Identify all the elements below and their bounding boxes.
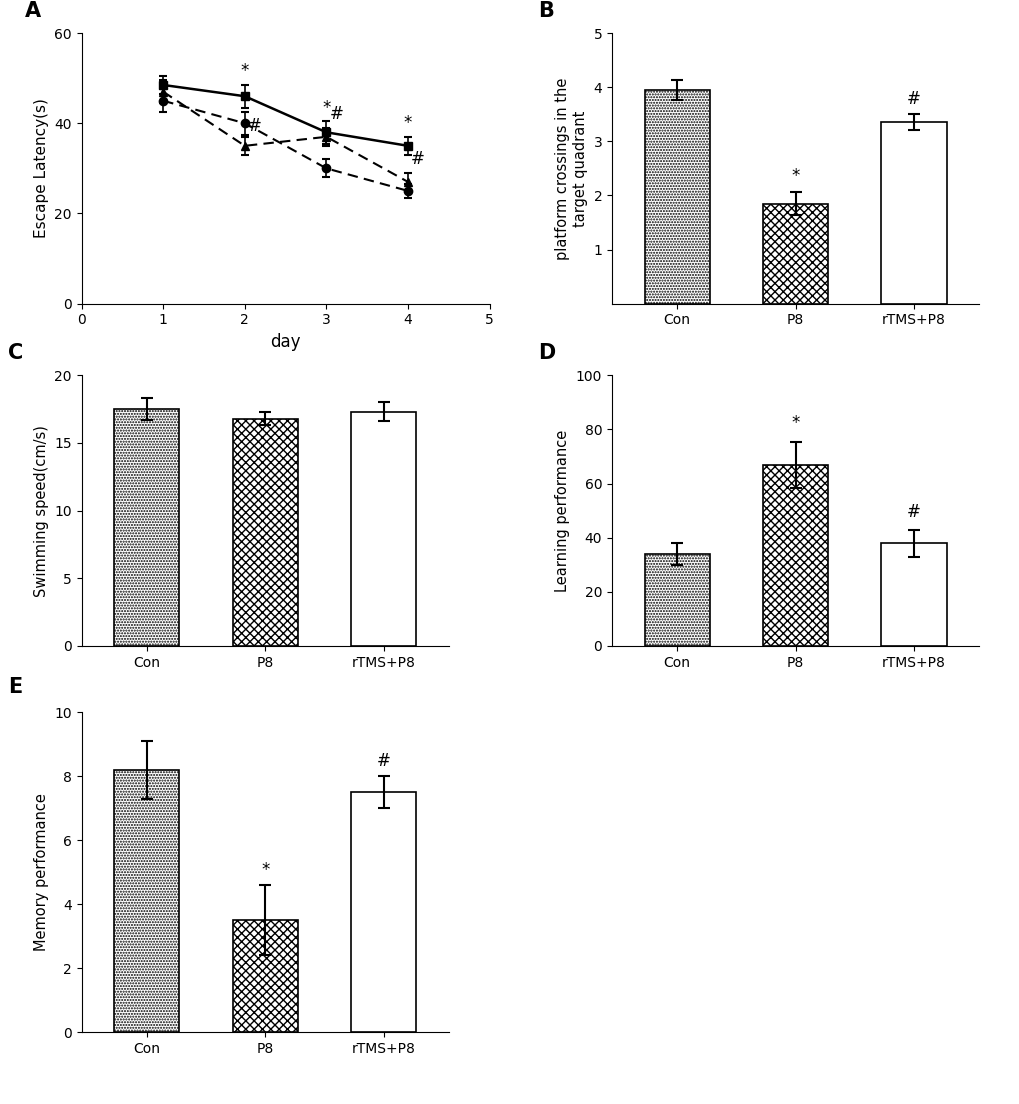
Text: E: E — [8, 677, 22, 697]
Bar — [644, 89, 709, 304]
Bar — [351, 412, 416, 646]
Text: *: * — [240, 63, 249, 81]
Bar — [880, 123, 946, 304]
Y-axis label: Memory performance: Memory performance — [34, 793, 49, 952]
Text: *: * — [791, 167, 799, 184]
Bar — [114, 410, 179, 646]
Text: *: * — [322, 98, 330, 117]
Bar — [351, 793, 416, 1032]
Text: A: A — [24, 1, 41, 21]
Y-axis label: platform crossings in the
target quadrant: platform crossings in the target quadran… — [555, 77, 587, 259]
Bar — [232, 418, 298, 646]
X-axis label: day: day — [270, 333, 301, 351]
Bar — [762, 465, 827, 646]
Text: *: * — [261, 860, 269, 879]
Text: *: * — [404, 115, 412, 132]
Y-axis label: Learning performance: Learning performance — [554, 429, 570, 592]
Text: C: C — [8, 343, 23, 363]
Text: B: B — [538, 1, 554, 21]
Y-axis label: Swimming speed(cm/s): Swimming speed(cm/s) — [34, 425, 49, 596]
Text: #: # — [906, 503, 920, 521]
Text: D: D — [538, 343, 555, 363]
Text: #: # — [376, 752, 390, 769]
Bar — [114, 769, 179, 1032]
Bar — [232, 921, 298, 1032]
Text: #: # — [329, 105, 342, 124]
Text: #: # — [411, 150, 424, 169]
Bar — [880, 543, 946, 646]
Bar — [762, 203, 827, 304]
Text: #: # — [906, 89, 920, 108]
Text: *: * — [791, 414, 799, 432]
Bar — [644, 554, 709, 646]
Legend: Con, P8, rTMS: Con, P8, rTMS — [638, 40, 718, 98]
Text: #: # — [248, 117, 261, 135]
Y-axis label: Escape Latency(s): Escape Latency(s) — [34, 98, 49, 238]
